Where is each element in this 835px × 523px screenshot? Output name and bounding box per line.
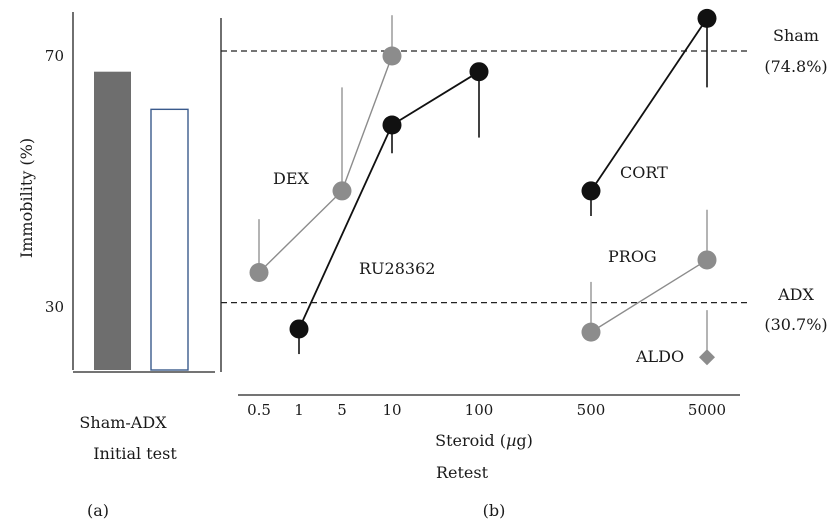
x-tick-label-0.5: 0.5 — [247, 401, 271, 419]
panel-b-x-axis-label-retest: Retest — [436, 463, 489, 482]
bar-sham — [94, 71, 131, 370]
x-tick-label-500: 500 — [577, 401, 606, 419]
series-line-dex — [258, 55, 393, 273]
y-tick-label-30: 30 — [45, 298, 64, 316]
panel-a-bars — [94, 71, 189, 371]
series-aldo — [699, 310, 715, 366]
x-tick-label-10: 10 — [382, 401, 401, 419]
panel-a: Immobility (%) 30 70 Sham-ADX Initial tes… — [17, 12, 215, 520]
reference-value-adx: (30.7%) — [764, 315, 827, 334]
panel-b-x-axis-label: Steroid (µg) — [435, 431, 533, 450]
panel-a-x-axis-label: Initial test — [93, 444, 177, 463]
bar-adx — [150, 108, 189, 371]
point-dex-0.5 — [249, 262, 269, 282]
y-tick-label-70: 70 — [45, 47, 64, 65]
series-cort — [581, 8, 717, 217]
reference-label-adx: ADX — [777, 285, 814, 304]
series-line-ru28362 — [298, 70, 480, 330]
point-ru28362-100 — [469, 62, 489, 82]
series-label-ru28362: RU28362 — [359, 259, 435, 278]
point-ru28362-1 — [289, 319, 309, 339]
point-prog-5000 — [697, 250, 717, 270]
x-tick-label-1: 1 — [294, 401, 304, 419]
x-tick-label-5000: 5000 — [688, 401, 726, 419]
point-prog-500 — [581, 322, 601, 342]
series-dex — [249, 15, 402, 282]
point-aldo-5000 — [699, 349, 715, 366]
point-cort-5000 — [697, 8, 717, 28]
panel-b-reference-lines: Sham (74.8%) ADX (30.7%) — [221, 26, 828, 334]
point-ru28362-10 — [382, 115, 402, 135]
panel-a-category-label: Sham-ADX — [79, 413, 167, 432]
x-tick-label-100: 100 — [465, 401, 494, 419]
panel-a-label: (a) — [87, 501, 109, 520]
panel-b-x-ticks: 0.5 1 5 10 100 500 5000 — [247, 401, 726, 419]
series-ru28362 — [289, 62, 489, 355]
point-cort-500 — [581, 181, 601, 201]
reference-value-sham: (74.8%) — [764, 57, 827, 76]
point-dex-10 — [382, 46, 402, 66]
series-prog — [581, 209, 717, 342]
series-label-cort: CORT — [620, 163, 668, 182]
series-line-cort — [590, 17, 708, 192]
series-line-prog — [590, 259, 708, 333]
x-tick-label-5: 5 — [337, 401, 347, 419]
reference-label-sham: Sham — [773, 26, 819, 45]
panel-b: Sham(74.8%)ADX(30.7%) 0.5 1 5 10 100 500 5000 … — [220, 8, 828, 520]
point-dex-5 — [332, 181, 352, 201]
series-label-aldo: ALDO — [635, 347, 684, 366]
series-label-dex: DEX — [273, 169, 310, 188]
panel-a-y-axis-label: Immobility (%) — [17, 138, 36, 258]
panel-b-label: (b) — [483, 501, 506, 520]
series-label-prog: PROG — [608, 247, 657, 266]
panel-a-y-ticks: 30 70 — [45, 47, 64, 316]
panel-b-series — [249, 8, 717, 366]
